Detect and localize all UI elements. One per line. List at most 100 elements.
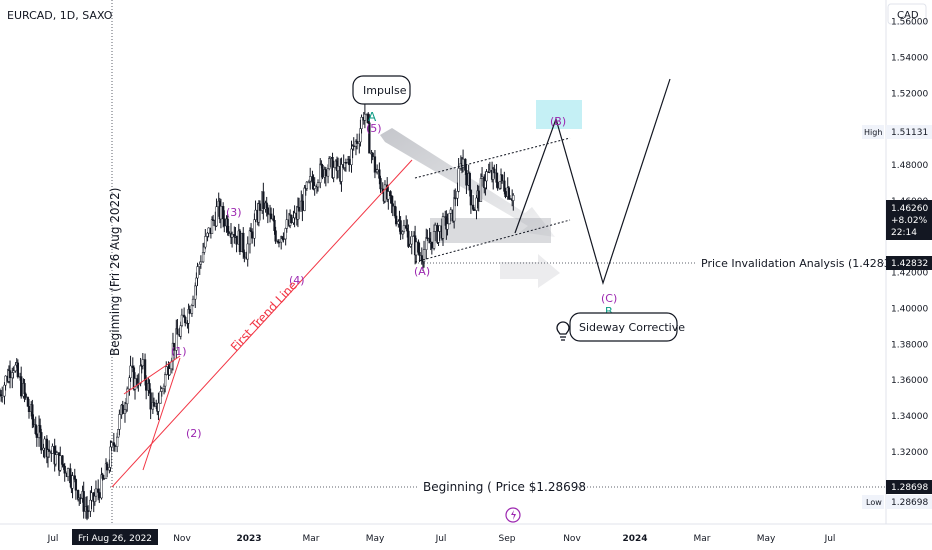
wave-a-label[interactable]: (A) — [414, 265, 430, 278]
vertical-beginning-label[interactable]: Beginning (Fri 26 Aug 2022) — [108, 188, 122, 357]
candle-body — [262, 191, 265, 210]
wave-c-label[interactable]: (C) — [601, 292, 617, 305]
countdown-label: 22:14 — [891, 228, 917, 238]
candle-body — [270, 213, 273, 220]
low-price-tag[interactable]: Low 1.28698 — [862, 495, 932, 509]
time-tick-6: Jul — [435, 534, 447, 544]
candle-body — [79, 497, 82, 500]
candle-body — [410, 236, 413, 245]
wave-b-green-label[interactable]: B — [605, 305, 613, 318]
wave-a-top-label[interactable]: A — [368, 110, 377, 124]
wave-3-label[interactable]: (3) — [226, 206, 242, 219]
low-value-label: 1.28698 — [891, 498, 928, 508]
impulse-callout[interactable]: Impulse — [352, 75, 411, 105]
wave-1-label[interactable]: (1) — [171, 345, 187, 358]
candle-body — [402, 225, 406, 232]
candle-body — [4, 375, 7, 386]
wave-b-target-box — [536, 100, 582, 129]
candle-body — [469, 189, 473, 206]
candle-body — [87, 510, 90, 512]
beginning-price-label-box[interactable]: Beginning ( Price $1.28698 — [419, 479, 586, 495]
candle-body — [344, 162, 348, 164]
candle-body — [141, 359, 144, 367]
candle-body — [129, 365, 132, 379]
candle-body — [199, 261, 203, 265]
high-value-label: 1.51131 — [891, 128, 928, 138]
candle-body — [190, 305, 194, 314]
candle-body — [32, 418, 35, 425]
candle-body — [422, 249, 426, 262]
projection-path[interactable] — [514, 78, 671, 286]
candle-body — [379, 178, 382, 190]
candle-body — [160, 388, 163, 392]
symbol-label[interactable]: EURCAD, 1D, SAXO — [7, 9, 113, 22]
candle-body — [172, 342, 176, 351]
candle-body — [301, 200, 304, 211]
candle-body — [399, 220, 402, 235]
candle-body — [126, 388, 129, 405]
first-trend-line[interactable] — [111, 159, 413, 488]
candle-body — [219, 206, 223, 220]
candle-body — [274, 230, 277, 242]
candle-body — [355, 141, 359, 144]
candle-body — [480, 176, 484, 179]
candle-body — [493, 168, 496, 174]
candle-body — [43, 438, 46, 449]
candle-body — [248, 230, 252, 245]
candle-body — [383, 184, 387, 202]
candle-body — [238, 230, 242, 252]
candle-body — [508, 198, 512, 200]
currency-button[interactable]: CAD — [887, 3, 927, 25]
time-tick-11: May — [757, 534, 776, 544]
candle-body — [332, 167, 335, 178]
event-icon[interactable] — [505, 507, 521, 523]
time-tick-10: Mar — [694, 534, 711, 544]
candle-body — [426, 237, 429, 240]
high-price-tag[interactable]: High 1.51131 — [862, 125, 932, 139]
invalidation-label-box[interactable]: Price Invalidation Analysis (1.42832) — [697, 255, 902, 271]
candle-body — [348, 158, 351, 166]
candle-body — [188, 309, 191, 314]
candle-body — [336, 165, 340, 172]
candle-body — [340, 164, 343, 182]
candle-body — [329, 156, 332, 159]
price-tick-2: 1.52000 — [891, 89, 928, 99]
current-price-tag[interactable]: 1.46260 +8.02% 22:14 — [886, 200, 932, 240]
channel-upper-line[interactable] — [414, 137, 571, 179]
candle-body — [98, 492, 101, 499]
current-change-label: +8.02% — [891, 216, 928, 226]
wave-5-label[interactable]: (5) — [366, 122, 382, 135]
candle-body — [468, 173, 471, 191]
candle-body — [449, 209, 452, 214]
sideway-corrective-callout[interactable]: Sideway Corrective — [569, 312, 685, 342]
candle-body — [90, 492, 93, 501]
wave-b-label[interactable]: (B) — [550, 115, 566, 128]
candle-body — [461, 158, 465, 168]
candle-body — [94, 488, 98, 497]
wave-1-channel-upper[interactable] — [123, 355, 181, 395]
price-tick-9: 1.38000 — [891, 340, 928, 350]
candle-body — [152, 402, 156, 407]
wave-4-label[interactable]: (4) — [289, 274, 305, 287]
candle-body — [149, 392, 152, 410]
crosshair-date-tag — [72, 529, 158, 545]
candle-body — [24, 393, 27, 398]
candle-body — [309, 176, 312, 182]
candle-body — [434, 224, 437, 232]
candle-body — [457, 168, 460, 192]
wave-1-channel-lower[interactable] — [142, 357, 181, 471]
candle-body — [196, 266, 199, 279]
wave-2-label[interactable]: (2) — [186, 427, 202, 440]
price-scale[interactable] — [886, 0, 932, 550]
candle-body — [415, 241, 418, 256]
time-tick-7: Sep — [499, 534, 516, 544]
candle-body — [266, 207, 269, 215]
candle-body — [500, 174, 504, 182]
candle-body — [454, 197, 457, 200]
beginning-price-tag[interactable]: 1.28698 — [886, 480, 932, 494]
candle-body — [116, 436, 119, 447]
channel-lower-line[interactable] — [414, 219, 571, 263]
invalidation-price-tag[interactable]: 1.42832 — [886, 256, 932, 270]
candle-body — [54, 454, 57, 465]
